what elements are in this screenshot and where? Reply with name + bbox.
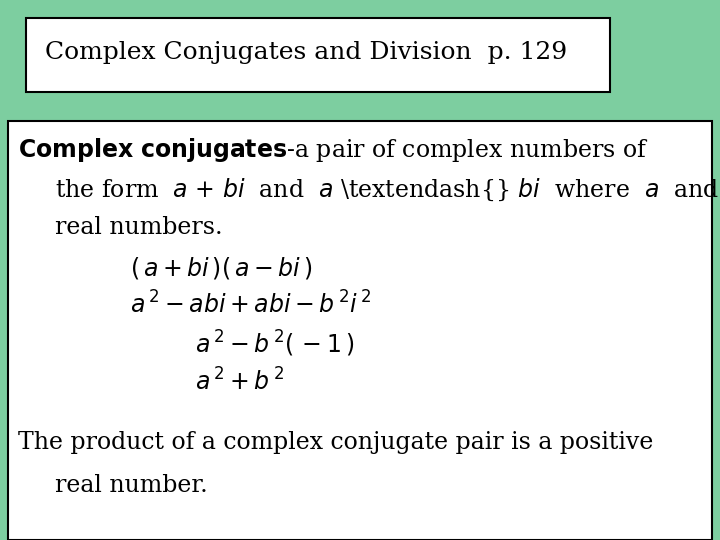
Text: real numbers.: real numbers. (55, 217, 222, 240)
FancyBboxPatch shape (8, 121, 712, 540)
Text: $\mathbf{Complex\ conjugates}$-a pair of complex numbers of: $\mathbf{Complex\ conjugates}$-a pair of… (18, 136, 649, 164)
Text: The product of a complex conjugate pair is a positive: The product of a complex conjugate pair … (18, 430, 653, 454)
Text: the form  $\mathit{a}$ + $\mathit{bi}$  and  $\mathit{a}$ \textendash{} $\mathit: the form $\mathit{a}$ + $\mathit{bi}$ an… (55, 177, 720, 203)
Text: Complex Conjugates and Division  p. 129: Complex Conjugates and Division p. 129 (45, 42, 567, 64)
Text: $\mathit{a}^{\,2} + \mathit{b}^{\,2}$: $\mathit{a}^{\,2} + \mathit{b}^{\,2}$ (195, 368, 284, 396)
Text: real number.: real number. (55, 474, 208, 496)
FancyBboxPatch shape (26, 18, 610, 92)
Text: $(\,\mathit{a} + \mathit{bi}\,)(\,\mathit{a} - \mathit{bi}\,)$: $(\,\mathit{a} + \mathit{bi}\,)(\,\mathi… (130, 255, 312, 281)
Text: $\mathit{a}^{\,2} - \mathit{abi} + \mathit{abi} - \mathit{b}^{\,2}\mathit{i}^{\,: $\mathit{a}^{\,2} - \mathit{abi} + \math… (130, 292, 372, 319)
Text: $\mathit{a}^{\,2} - \mathit{b}^{\,2}(\,-1\,)$: $\mathit{a}^{\,2} - \mathit{b}^{\,2}(\,-… (195, 329, 354, 359)
